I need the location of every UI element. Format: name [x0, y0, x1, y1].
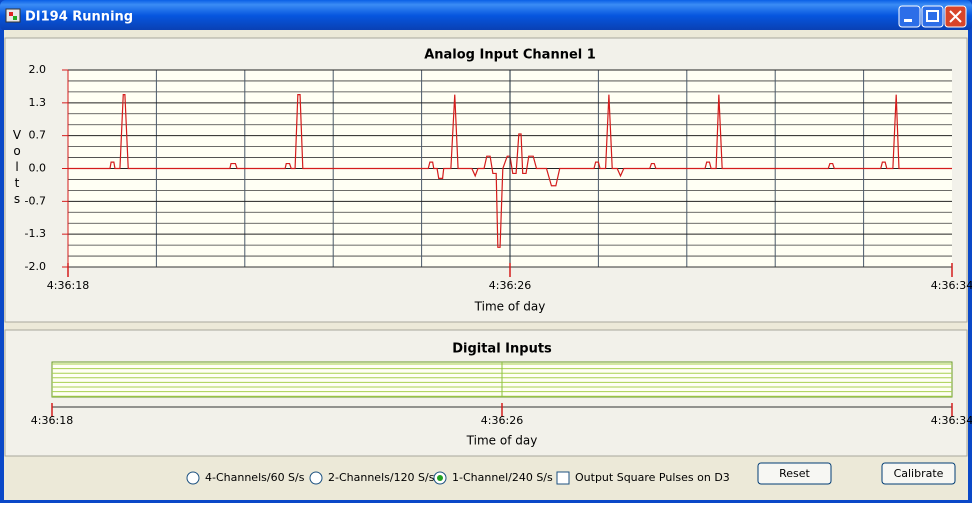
y-tick-label: -1.3	[25, 227, 46, 240]
y-tick-label: 2.0	[29, 63, 47, 76]
button-face[interactable]	[881, 462, 956, 485]
window-title: DI194 Running	[25, 10, 133, 25]
radio-option[interactable]: 4-Channels/60 S/s	[186, 471, 305, 485]
radio-label: 2-Channels/120 S/s	[328, 471, 435, 484]
x-tick-label: 4:36:18	[31, 414, 73, 427]
y-tick-label: 0.0	[29, 162, 47, 175]
radio-option[interactable]: 1-Channel/240 S/s	[433, 471, 553, 485]
radio-label: 4-Channels/60 S/s	[205, 471, 305, 484]
radio-button[interactable]	[186, 471, 200, 485]
y-tick-label: 0.7	[29, 129, 47, 142]
button-face[interactable]	[757, 462, 832, 485]
title-bar	[0, 0, 972, 31]
app-icon-part	[9, 12, 13, 16]
signal-line	[68, 94, 952, 248]
x-tick-label: 4:36:34	[931, 279, 972, 292]
app-icon-part	[13, 16, 17, 20]
x-tick-label: 4:36:26	[489, 279, 531, 292]
button-label: Calibrate	[894, 467, 944, 480]
y-tick-label: -2.0	[25, 260, 46, 273]
minimize-button[interactable]	[898, 5, 921, 28]
x-axis-label: Time of day	[466, 434, 538, 448]
chart-title: Digital Inputs	[452, 342, 552, 357]
chart-title: Analog Input Channel 1	[424, 48, 596, 63]
radio-dot	[437, 475, 443, 481]
x-tick-label: 4:36:34	[931, 414, 972, 427]
y-tick-label: -0.7	[25, 194, 46, 207]
radio-button[interactable]	[309, 471, 323, 485]
button[interactable]: Reset	[757, 462, 832, 485]
y-tick-label: 1.3	[29, 96, 47, 109]
x-tick-label: 4:36:18	[47, 279, 89, 292]
checkbox[interactable]	[556, 471, 570, 485]
close-button[interactable]	[944, 5, 967, 28]
charts: Analog Input Channel 1 Time of day 2.0 1.3 0…	[13, 48, 972, 448]
x-axis-label: Time of day	[474, 300, 546, 314]
radio-option[interactable]: 2-Channels/120 S/s	[309, 471, 435, 485]
controls: 4-Channels/60 S/s 2-Channels/120 S/s 1-Cha…	[186, 462, 956, 485]
maximize-button[interactable]	[921, 5, 944, 28]
button[interactable]: Calibrate	[881, 462, 956, 485]
button-label: Reset	[779, 467, 810, 480]
radio-label: 1-Channel/240 S/s	[452, 471, 553, 484]
checkbox-option[interactable]: Output Square Pulses on D3	[556, 471, 730, 485]
checkbox-label: Output Square Pulses on D3	[575, 471, 730, 484]
x-tick-label: 4:36:26	[481, 414, 523, 427]
